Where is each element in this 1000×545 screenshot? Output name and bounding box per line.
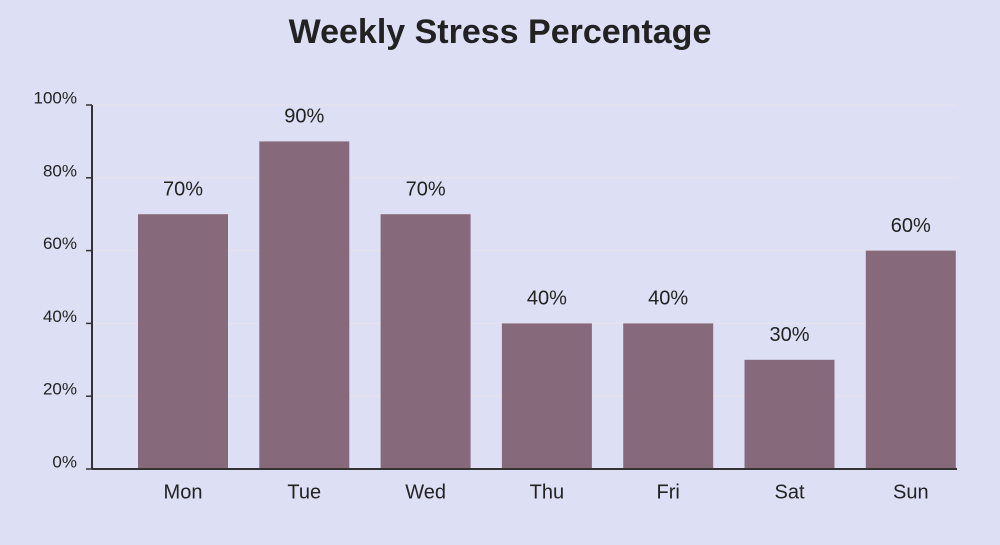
- bar: [865, 250, 956, 469]
- data-label: 70%: [406, 178, 446, 200]
- data-label: 70%: [163, 178, 203, 200]
- y-tick-label: 80%: [43, 161, 77, 180]
- chart-title: Weekly Stress Percentage: [289, 13, 712, 51]
- bar: [259, 141, 350, 469]
- x-tick-label: Tue: [287, 481, 321, 503]
- data-label: 40%: [527, 288, 567, 310]
- x-tick-label: Thu: [530, 481, 564, 503]
- bar: [138, 214, 228, 469]
- y-tick-label: 20%: [43, 380, 77, 399]
- x-tick-label: Sat: [774, 481, 804, 503]
- x-tick-label: Sun: [893, 481, 929, 503]
- x-tick-label: Wed: [405, 481, 446, 503]
- x-tick-label: Mon: [164, 481, 203, 503]
- y-tick-label: 0%: [52, 452, 77, 471]
- x-tick-label: Fri: [657, 481, 680, 503]
- y-tick-label: 60%: [43, 234, 77, 253]
- y-tick-label: 100%: [34, 88, 77, 107]
- data-label: 40%: [648, 288, 688, 310]
- data-label: 90%: [284, 106, 324, 128]
- bar: [623, 323, 714, 469]
- data-label: 30%: [769, 324, 809, 346]
- y-tick-label: 40%: [43, 307, 77, 326]
- bar: [380, 214, 471, 469]
- bar: [501, 323, 592, 469]
- data-label: 60%: [891, 215, 931, 237]
- bar: [744, 359, 835, 469]
